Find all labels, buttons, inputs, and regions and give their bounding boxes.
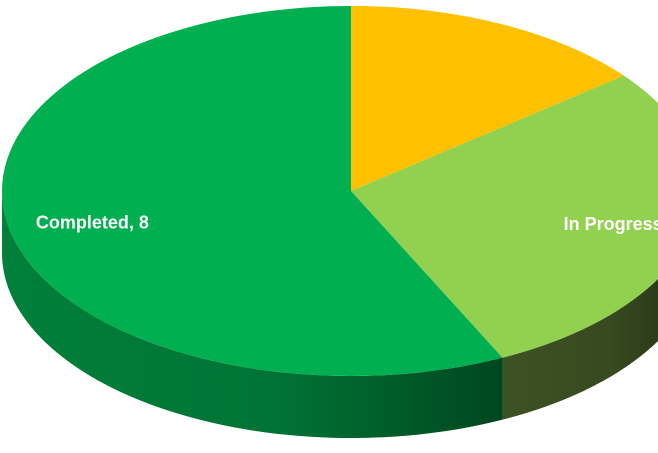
pie-top-faces [2, 6, 658, 376]
pie-data-labels: Approachingdue date, 2In Progress, 4Comp… [36, 212, 658, 234]
data-label-line: In Progress, 4 [564, 214, 658, 234]
data-label-line: Completed, 8 [36, 212, 149, 232]
pie-slice-approaching-due-date [351, 6, 624, 191]
pie-side-walls [2, 191, 658, 438]
data-label-completed: Completed, 8 [36, 212, 149, 232]
pie-slice-in-progress [351, 75, 658, 358]
pie-side-shade-in-progress [502, 278, 658, 420]
data-label-in-progress: In Progress, 4 [564, 214, 658, 234]
pie-side-shade-completed [2, 191, 503, 438]
pie-slice-completed [2, 6, 503, 376]
